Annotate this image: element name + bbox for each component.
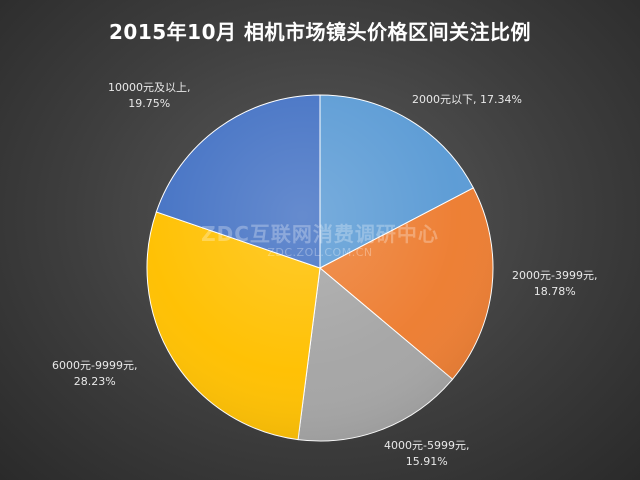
slice-label-text: 10000元及以上, [108, 81, 191, 94]
slice-label-1: 2000元-3999元, 18.78% [512, 268, 597, 300]
slice-label-text: 2000元-3999元, [512, 269, 598, 282]
slice-value-text: 19.75% [128, 97, 171, 110]
slice-label-text: 6000元-9999元, [52, 359, 138, 372]
slice-value-text: 18.78% [533, 285, 576, 298]
slice-label-3: 6000元-9999元, 28.23% [52, 358, 137, 390]
slice-label-0: 2000元以下, 17.34% [412, 92, 522, 108]
slice-value-text: 17.34% [480, 93, 522, 106]
slice-value-text: 15.91% [405, 455, 448, 468]
slice-label-text: 2000元以下, [412, 93, 477, 106]
slice-label-2: 4000元-5999元, 15.91% [384, 438, 469, 470]
chart-title: 2015年10月 相机市场镜头价格区间关注比例 [109, 20, 531, 44]
slice-label-text: 4000元-5999元, [384, 439, 470, 452]
slice-value-text: 28.23% [73, 375, 116, 388]
slice-label-4: 10000元及以上, 19.75% [108, 80, 191, 112]
